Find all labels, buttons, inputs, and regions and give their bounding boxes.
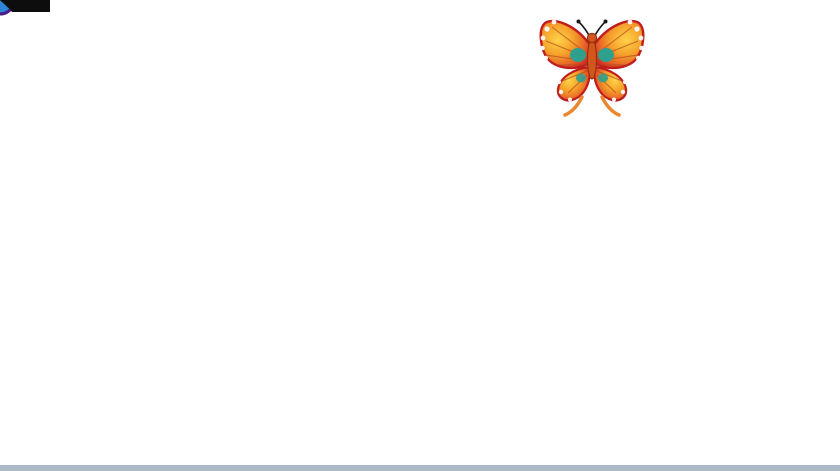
bottom-strip [0,465,840,471]
target-price-tag-3 [0,0,50,12]
butterfly-icon [539,17,645,117]
